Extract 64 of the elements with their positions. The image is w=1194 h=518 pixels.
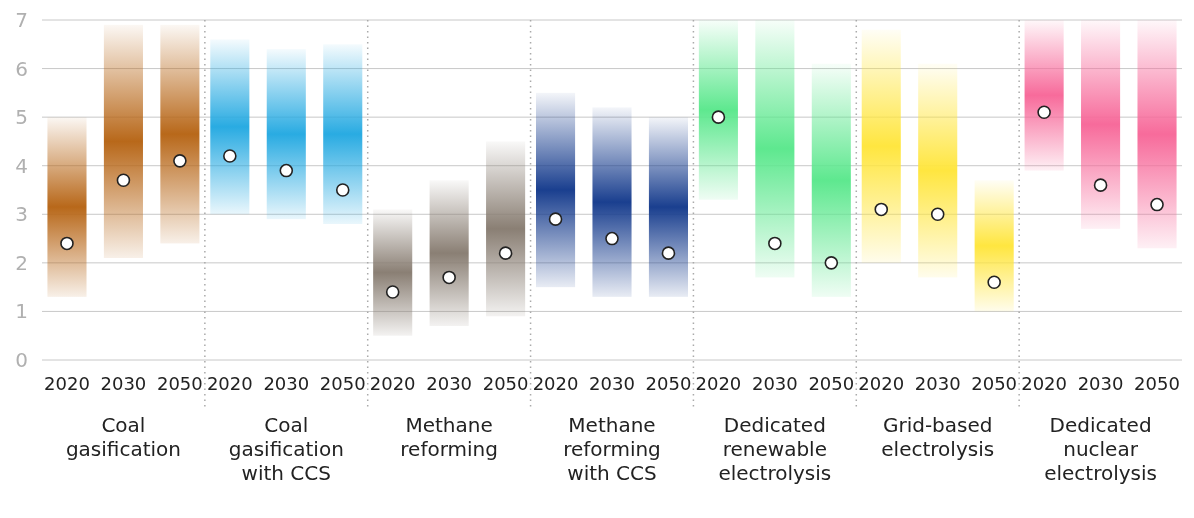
text: Methane reforming with CCS [563,413,661,485]
bar [103,24,143,258]
point [279,163,294,178]
x-tick-label: 2020 [858,373,905,394]
x-tick-label: 2050 [482,373,529,394]
x-tick-label: 2030 [263,373,310,394]
x-tick-label: 2020 [369,373,416,394]
x-tick-label: 2030 [426,373,473,394]
point [768,236,782,251]
bar [266,49,306,220]
bar [918,63,958,278]
point [548,212,563,226]
bar [210,39,250,215]
bar [755,20,795,278]
bar [429,180,469,326]
text: Grid-based electrolysis [881,413,995,461]
y-tick-label: 5 [15,105,28,130]
x-tick-label: 2050 [645,373,692,394]
y-tick-label: 1 [15,299,28,324]
point [385,285,400,299]
bar [1081,20,1121,229]
x-tick-label: 2050 [156,373,203,394]
x-tick-label: 2050 [319,373,366,394]
bar [1137,20,1177,249]
bar [648,117,688,297]
bar [592,107,632,297]
x-tick-label: 2020 [532,373,579,394]
point [1150,197,1164,212]
point [60,236,74,251]
text: Methane reforming [400,413,498,461]
bar [373,209,413,336]
x-tick-label: 2030 [751,373,798,394]
x-tick-label: 2030 [589,373,635,394]
point [930,207,945,222]
point [987,275,1001,290]
y-tick-label: 6 [15,56,28,81]
bar [974,180,1014,312]
y-tick-label: 4 [15,153,28,178]
x-tick-label: 2020 [206,373,253,394]
x-tick-label: 2050 [971,373,1018,394]
bar [536,92,576,288]
x-tick-label: 2020 [44,373,90,394]
x-tick-label: 2050 [808,373,855,394]
x-tick-label: 2030 [914,373,961,394]
x-tick-label: 2030 [100,373,147,394]
x-tick-label: 2020 [1021,373,1068,394]
text: Coal gasification with CCS [228,413,344,485]
x-tick-label: 2020 [695,373,742,394]
x-tick-label: 2030 [1077,373,1124,394]
y-tick-label: 7 [15,8,28,32]
text: Dedicated renewable electrolysis [718,413,832,485]
point [223,149,237,163]
y-tick-label: 0 [15,348,28,372]
point [605,231,619,246]
point [442,270,456,285]
text: Coal gasification [65,413,181,461]
bar [811,63,851,297]
point [116,173,131,188]
text: Dedicated nuclear electrolysis [1044,413,1157,485]
bar [47,117,87,297]
y-tick-label: 3 [15,202,28,227]
point [1093,178,1108,192]
y-tick-label: 2 [15,250,28,275]
x-tick-label: 2050 [1134,373,1180,394]
